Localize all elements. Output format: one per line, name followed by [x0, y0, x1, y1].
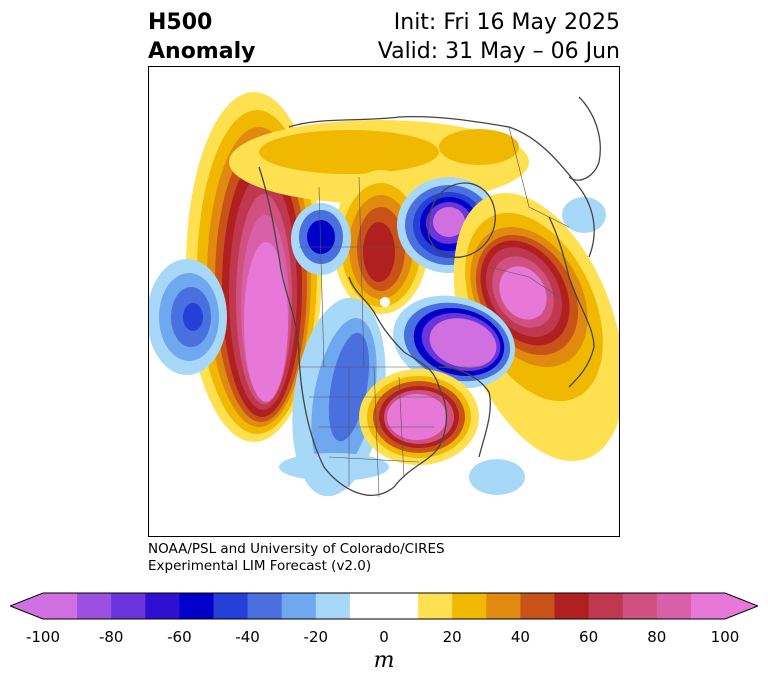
colorbar: [10, 592, 758, 620]
colorbar-bin: [554, 593, 590, 619]
forecast-credit: NOAA/PSL and University of Colorado/CIRE…: [148, 541, 445, 575]
anomaly-map: [148, 66, 620, 537]
credit-line-1: NOAA/PSL and University of Colorado/CIRE…: [148, 541, 445, 557]
colorbar-bin: [622, 593, 658, 619]
northwest-trough: [291, 203, 351, 275]
title-variable: H500: [148, 10, 213, 35]
coastlines: [258, 96, 601, 496]
colorbar-tick-label: -100: [25, 628, 61, 646]
forecast-dates: Init: Fri 16 May 2025 Valid: 31 May – 06…: [378, 8, 620, 66]
colorbar-tick-label: 60: [579, 628, 599, 646]
political-borders: [299, 126, 570, 498]
colorbar-bin: [486, 593, 521, 619]
colorbar-tick-label: -40: [235, 628, 260, 646]
colorbar-bin: [656, 593, 692, 619]
colorbar-bin: [349, 593, 419, 619]
eastern-us-ridge: [359, 369, 479, 465]
colorbar-bin: [520, 593, 555, 619]
colorbar-bins: [43, 593, 726, 619]
colorbar-bin: [77, 593, 112, 619]
colorbar-tick-label: 80: [647, 628, 667, 646]
init-date: Init: Fri 16 May 2025: [393, 10, 620, 35]
valid-range: Valid: 31 May – 06 Jun: [377, 39, 620, 64]
colorbar-tick-label: 20: [442, 628, 462, 646]
colorbar-bin: [588, 593, 624, 619]
pacific-trough: [149, 259, 227, 375]
colorbar-bin: [452, 593, 487, 619]
colorbar-tick-label: 0: [379, 628, 389, 646]
map-title: H500 Anomaly: [148, 8, 255, 66]
colorbar-bin: [111, 593, 146, 619]
credit-line-2: Experimental LIM Forecast (v2.0): [148, 558, 372, 574]
western-ridge: [186, 92, 322, 442]
title-kind: Anomaly: [148, 39, 256, 64]
colorbar-unit: m: [373, 648, 395, 673]
colorbar-bin: [315, 593, 351, 619]
colorbar-bin: [213, 593, 249, 619]
colorbar-outline: [10, 592, 758, 620]
colorbar-high-extend: [725, 593, 758, 619]
colorbar-bin: [179, 593, 214, 619]
anomaly-map-svg: [149, 92, 619, 498]
colorbar-bin: [690, 593, 726, 619]
colorbar-low-extend: [10, 593, 43, 619]
colorbar-tick-label: 40: [510, 628, 530, 646]
colorbar-bin: [418, 593, 453, 619]
colorbar-bin: [43, 593, 78, 619]
colorbar-bin: [247, 593, 283, 619]
northeast-negative-patch: [562, 197, 606, 233]
central-canada-ridge: [333, 170, 429, 314]
colorbar-bin: [145, 593, 180, 619]
colorbar-tick-label: -20: [303, 628, 329, 646]
colorbar-bin: [281, 593, 317, 619]
colorbar-tick-label: -80: [98, 628, 124, 646]
colorbar-tick-label: 100: [710, 628, 740, 646]
colorbar-tick-label: -60: [167, 628, 192, 646]
